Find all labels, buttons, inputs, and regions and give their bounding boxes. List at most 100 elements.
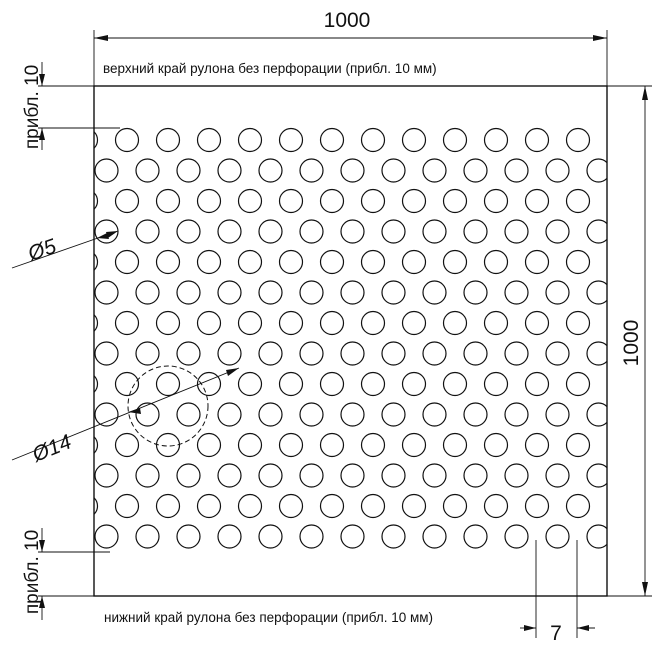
perforation-hole xyxy=(463,219,488,244)
perforation-hole xyxy=(155,127,181,153)
perforation-hole xyxy=(381,158,406,183)
perforation-hole xyxy=(442,127,468,153)
perforation-hole xyxy=(176,524,201,549)
perforation-hole xyxy=(94,219,119,244)
perforation-hole xyxy=(54,220,77,243)
perforation-hole xyxy=(360,493,386,519)
perforation-hole xyxy=(258,341,283,366)
perforation-hole xyxy=(483,493,509,519)
perforation-hole xyxy=(401,371,427,397)
perforation-hole xyxy=(258,219,283,244)
perforation-hole xyxy=(94,280,119,305)
perforation-hole xyxy=(217,158,242,183)
perforation-hole xyxy=(299,524,324,549)
perforation-hole xyxy=(237,371,263,397)
perforation-hole xyxy=(196,310,222,336)
perforation-hole xyxy=(94,524,119,549)
perforation-hole xyxy=(196,249,222,275)
perforation-hole xyxy=(299,402,324,427)
perforation-hole xyxy=(217,402,242,427)
top-margin-label: прибл. 10 xyxy=(22,65,43,149)
perforation-hole xyxy=(258,402,283,427)
perforation-hole xyxy=(278,188,304,214)
perforation-hole xyxy=(94,252,99,272)
perforation-hole xyxy=(340,524,365,549)
perforation-hole xyxy=(463,158,488,183)
perforation-hole xyxy=(94,130,99,150)
height-dimension-label: 1000 xyxy=(620,320,643,367)
hole-diameter-label: Ø5 xyxy=(24,235,59,266)
perforation-hole xyxy=(545,341,570,366)
perforation-hole xyxy=(94,435,99,455)
perforation-hole xyxy=(340,219,365,244)
perforation-hole xyxy=(299,219,324,244)
perforation-hole xyxy=(524,432,550,458)
perforation-hole xyxy=(483,310,509,336)
perforation-hole xyxy=(94,374,99,394)
perforation-hole xyxy=(258,524,283,549)
perforation-hole xyxy=(360,188,386,214)
perforation-hole xyxy=(54,464,77,487)
perforation-hole xyxy=(176,219,201,244)
perforation-hole xyxy=(237,310,263,336)
top-edge-note: верхний край рулона без перфорации (приб… xyxy=(103,61,437,76)
perforation-hole xyxy=(381,524,406,549)
perforation-hole xyxy=(135,402,160,427)
sheet-outline xyxy=(93,85,608,597)
perforation-hole xyxy=(381,463,406,488)
perforation-hole xyxy=(360,127,386,153)
perforation-hole xyxy=(565,493,591,519)
perforation-hole xyxy=(114,127,140,153)
perforation-hole xyxy=(442,310,468,336)
perforation-hole xyxy=(114,249,140,275)
perforation-hole xyxy=(319,432,345,458)
perforation-hole xyxy=(381,402,406,427)
perforation-hole xyxy=(135,524,160,549)
bottom-margin-dimension: прибл. 10 xyxy=(22,528,110,620)
perforation-hole xyxy=(237,493,263,519)
perforation-hole xyxy=(114,371,140,397)
perforation-hole xyxy=(565,371,591,397)
height-dimension: 1000 xyxy=(607,85,652,597)
perforation-hole xyxy=(176,463,201,488)
perforation-hole xyxy=(196,432,222,458)
perforation-hole xyxy=(135,280,160,305)
perforation-hole xyxy=(237,432,263,458)
perforation-hole xyxy=(422,402,447,427)
perforation-hole xyxy=(586,158,607,183)
perforation-hole xyxy=(422,341,447,366)
perforation-holes xyxy=(54,127,607,549)
perforation-hole xyxy=(565,310,591,336)
perforation-hole xyxy=(196,127,222,153)
perforation-hole xyxy=(442,249,468,275)
perforation-hole xyxy=(483,127,509,153)
perforation-hole xyxy=(381,280,406,305)
group-diameter-label: Ø14 xyxy=(28,430,74,467)
perforation-hole xyxy=(258,158,283,183)
pitch-dimension-label: 7 xyxy=(550,622,562,645)
perforation-hole xyxy=(586,524,607,549)
perforation-hole xyxy=(94,463,119,488)
perforation-hole xyxy=(483,188,509,214)
detail-group-circle xyxy=(127,365,209,447)
perforation-hole xyxy=(422,463,447,488)
bottom-edge-note: нижний край рулона без перфорации (прибл… xyxy=(104,610,433,625)
perforation-hole xyxy=(299,341,324,366)
perforation-hole xyxy=(586,219,607,244)
perforation-hole xyxy=(94,191,99,211)
perforation-hole xyxy=(442,371,468,397)
perforation-hole xyxy=(401,127,427,153)
perforation-hole xyxy=(401,493,427,519)
perforation-hole xyxy=(155,432,181,458)
perforation-hole xyxy=(524,310,550,336)
perforation-hole xyxy=(319,249,345,275)
perforation-hole xyxy=(565,249,591,275)
perforation-hole xyxy=(155,371,181,397)
perforation-hole xyxy=(545,158,570,183)
perforation-hole xyxy=(196,371,222,397)
perforation-hole xyxy=(114,493,140,519)
perforation-hole xyxy=(114,188,140,214)
perforation-hole xyxy=(381,219,406,244)
perforation-hole xyxy=(114,432,140,458)
